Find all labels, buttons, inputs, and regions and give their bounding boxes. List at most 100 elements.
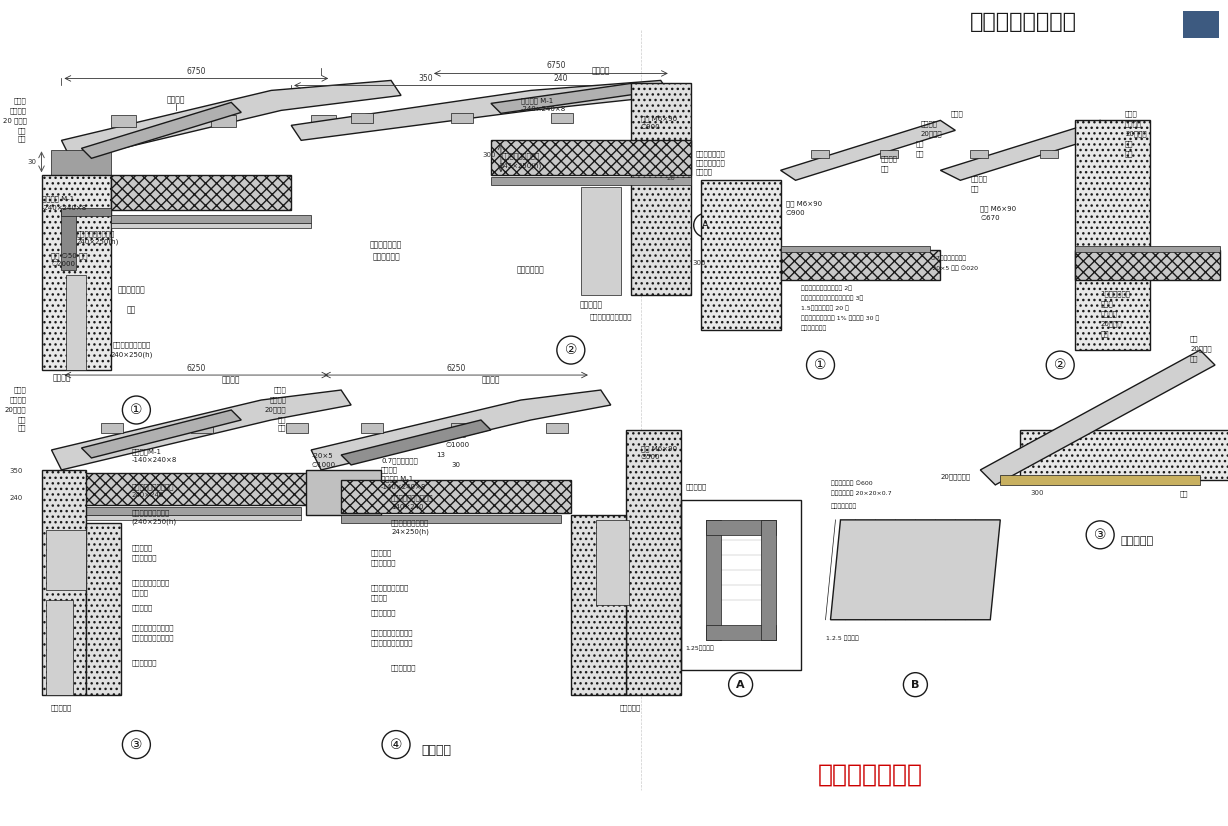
Text: 镀锌钢板 M-1: 镀锌钢板 M-1 xyxy=(381,475,414,482)
Text: 防水卷材: 防水卷材 xyxy=(1100,310,1117,316)
Text: 保留原有屋面: 保留原有屋面 xyxy=(517,266,545,275)
Polygon shape xyxy=(980,350,1214,485)
Text: 油钻瓦: 油钻瓦 xyxy=(1125,111,1138,117)
Text: 钢筋: 钢筋 xyxy=(970,185,979,192)
Polygon shape xyxy=(491,83,641,113)
Polygon shape xyxy=(341,480,571,513)
Text: 现浇钢筋混凝土肋梁: 现浇钢筋混凝土肋梁 xyxy=(76,230,114,236)
Text: 保留原有屋面: 保留原有屋面 xyxy=(131,660,157,667)
Polygon shape xyxy=(311,390,610,470)
Text: 20厚木板: 20厚木板 xyxy=(5,406,27,413)
Polygon shape xyxy=(1020,430,1228,480)
Text: 20: 20 xyxy=(667,175,675,181)
Text: 椽条: 椽条 xyxy=(1100,330,1109,337)
Text: -240×240×8: -240×240×8 xyxy=(42,205,87,211)
Polygon shape xyxy=(47,600,74,695)
Bar xyxy=(1040,150,1059,159)
Text: 通长木条: 通长木条 xyxy=(592,66,610,75)
Polygon shape xyxy=(61,80,402,160)
Polygon shape xyxy=(341,420,491,465)
Text: 镀锌钢板 M-1: 镀锌钢板 M-1 xyxy=(42,195,74,202)
Text: 檩条: 檩条 xyxy=(1125,150,1133,157)
Polygon shape xyxy=(81,410,241,458)
Bar xyxy=(102,423,123,433)
Bar xyxy=(970,150,989,159)
Text: 可保留原有屋面出水口: 可保留原有屋面出水口 xyxy=(131,624,174,631)
Polygon shape xyxy=(42,175,112,370)
Text: ∅670: ∅670 xyxy=(980,216,1000,221)
Text: 20厚木质封檐: 20厚木质封檐 xyxy=(941,473,970,480)
Text: ①: ① xyxy=(130,403,142,417)
Polygon shape xyxy=(491,140,690,175)
Text: 油毡瓦细部做法: 油毡瓦细部做法 xyxy=(818,762,923,786)
Text: 6250: 6250 xyxy=(446,364,465,373)
Bar xyxy=(546,423,567,433)
Text: ③: ③ xyxy=(1094,528,1106,542)
Text: 防水卷材: 防水卷材 xyxy=(269,396,286,403)
Text: ∅2000: ∅2000 xyxy=(52,261,75,267)
Text: 螺栓 M6×90: 螺栓 M6×90 xyxy=(641,445,677,452)
Text: 300: 300 xyxy=(693,260,706,266)
Text: 钢筋混凝土楼面: 钢筋混凝土楼面 xyxy=(801,325,826,331)
Text: 刻凿出密封槽材: 刻凿出密封槽材 xyxy=(696,159,726,166)
Text: 通长木条: 通长木条 xyxy=(167,95,185,104)
Text: 新增雨水管: 新增雨水管 xyxy=(131,545,152,552)
Text: 檩条: 檩条 xyxy=(18,135,27,141)
Text: 通长木条: 通长木条 xyxy=(481,376,500,385)
Text: 防水卷材: 防水卷材 xyxy=(921,121,937,127)
Text: 接入原雨水斗: 接入原雨水斗 xyxy=(131,555,157,562)
Bar xyxy=(112,116,136,127)
Text: 300: 300 xyxy=(483,152,496,159)
Text: 椽条: 椽条 xyxy=(915,140,923,147)
Text: 30: 30 xyxy=(451,462,460,468)
Bar xyxy=(1076,246,1219,252)
Bar xyxy=(551,113,572,123)
Text: 椽条: 椽条 xyxy=(18,127,27,134)
Polygon shape xyxy=(830,520,1001,620)
Bar xyxy=(286,423,308,433)
Polygon shape xyxy=(781,250,941,280)
Bar xyxy=(52,150,112,180)
Polygon shape xyxy=(596,520,629,605)
Polygon shape xyxy=(86,523,122,695)
Text: 木皮打底处理 ∅600: 木皮打底处理 ∅600 xyxy=(830,480,872,486)
Text: 悬山山墙顶: 悬山山墙顶 xyxy=(1120,536,1153,546)
Text: 24×250(h): 24×250(h) xyxy=(391,529,429,535)
Text: 密封嵌材产: 密封嵌材产 xyxy=(685,483,707,490)
Text: ④: ④ xyxy=(389,738,403,752)
Text: 檩条: 檩条 xyxy=(18,425,27,431)
Text: 也可采用新规的排水口: 也可采用新规的排水口 xyxy=(131,634,174,641)
Text: 钢板槽沟: 钢板槽沟 xyxy=(381,466,398,472)
Polygon shape xyxy=(941,121,1120,180)
Text: 椽条: 椽条 xyxy=(1190,355,1199,362)
Bar xyxy=(451,423,473,433)
Text: 椽条: 椽条 xyxy=(1125,140,1133,147)
Text: ③: ③ xyxy=(130,738,142,752)
Text: 堵塞压顶: 堵塞压顶 xyxy=(371,595,388,601)
Text: 油毡瓦: 油毡瓦 xyxy=(14,387,27,393)
Polygon shape xyxy=(112,175,291,211)
Text: 椽条: 椽条 xyxy=(278,416,286,423)
Polygon shape xyxy=(701,180,781,330)
Polygon shape xyxy=(1076,121,1151,350)
Text: 保留原屋面的女儿墙: 保留原屋面的女儿墙 xyxy=(131,580,169,586)
Bar xyxy=(112,216,311,223)
Text: 20 厚木板: 20 厚木板 xyxy=(2,117,27,124)
Polygon shape xyxy=(52,390,351,470)
Bar xyxy=(760,520,776,639)
Text: 堵塞压顶: 堵塞压顶 xyxy=(131,590,149,596)
Polygon shape xyxy=(1076,250,1219,280)
Text: 6250: 6250 xyxy=(187,364,206,373)
Text: 也可采用新规的排水口: 也可采用新规的排水口 xyxy=(371,639,414,646)
Text: 保留原屋面: 保留原屋面 xyxy=(131,605,152,611)
Text: 防水卷材: 防水卷材 xyxy=(1125,121,1142,127)
Text: A: A xyxy=(702,221,709,230)
Text: 通长木条: 通长木条 xyxy=(222,376,241,385)
Text: ∅1000: ∅1000 xyxy=(446,442,470,448)
Text: ②: ② xyxy=(1054,358,1066,372)
Text: 现浇钢筋混凝土肋梁: 现浇钢筋混凝土肋梁 xyxy=(502,152,540,159)
Text: 20厚木板: 20厚木板 xyxy=(264,406,286,413)
Text: ②: ② xyxy=(565,343,577,357)
Text: 240×250(h): 240×250(h) xyxy=(111,352,152,358)
Text: A: A xyxy=(737,680,745,690)
